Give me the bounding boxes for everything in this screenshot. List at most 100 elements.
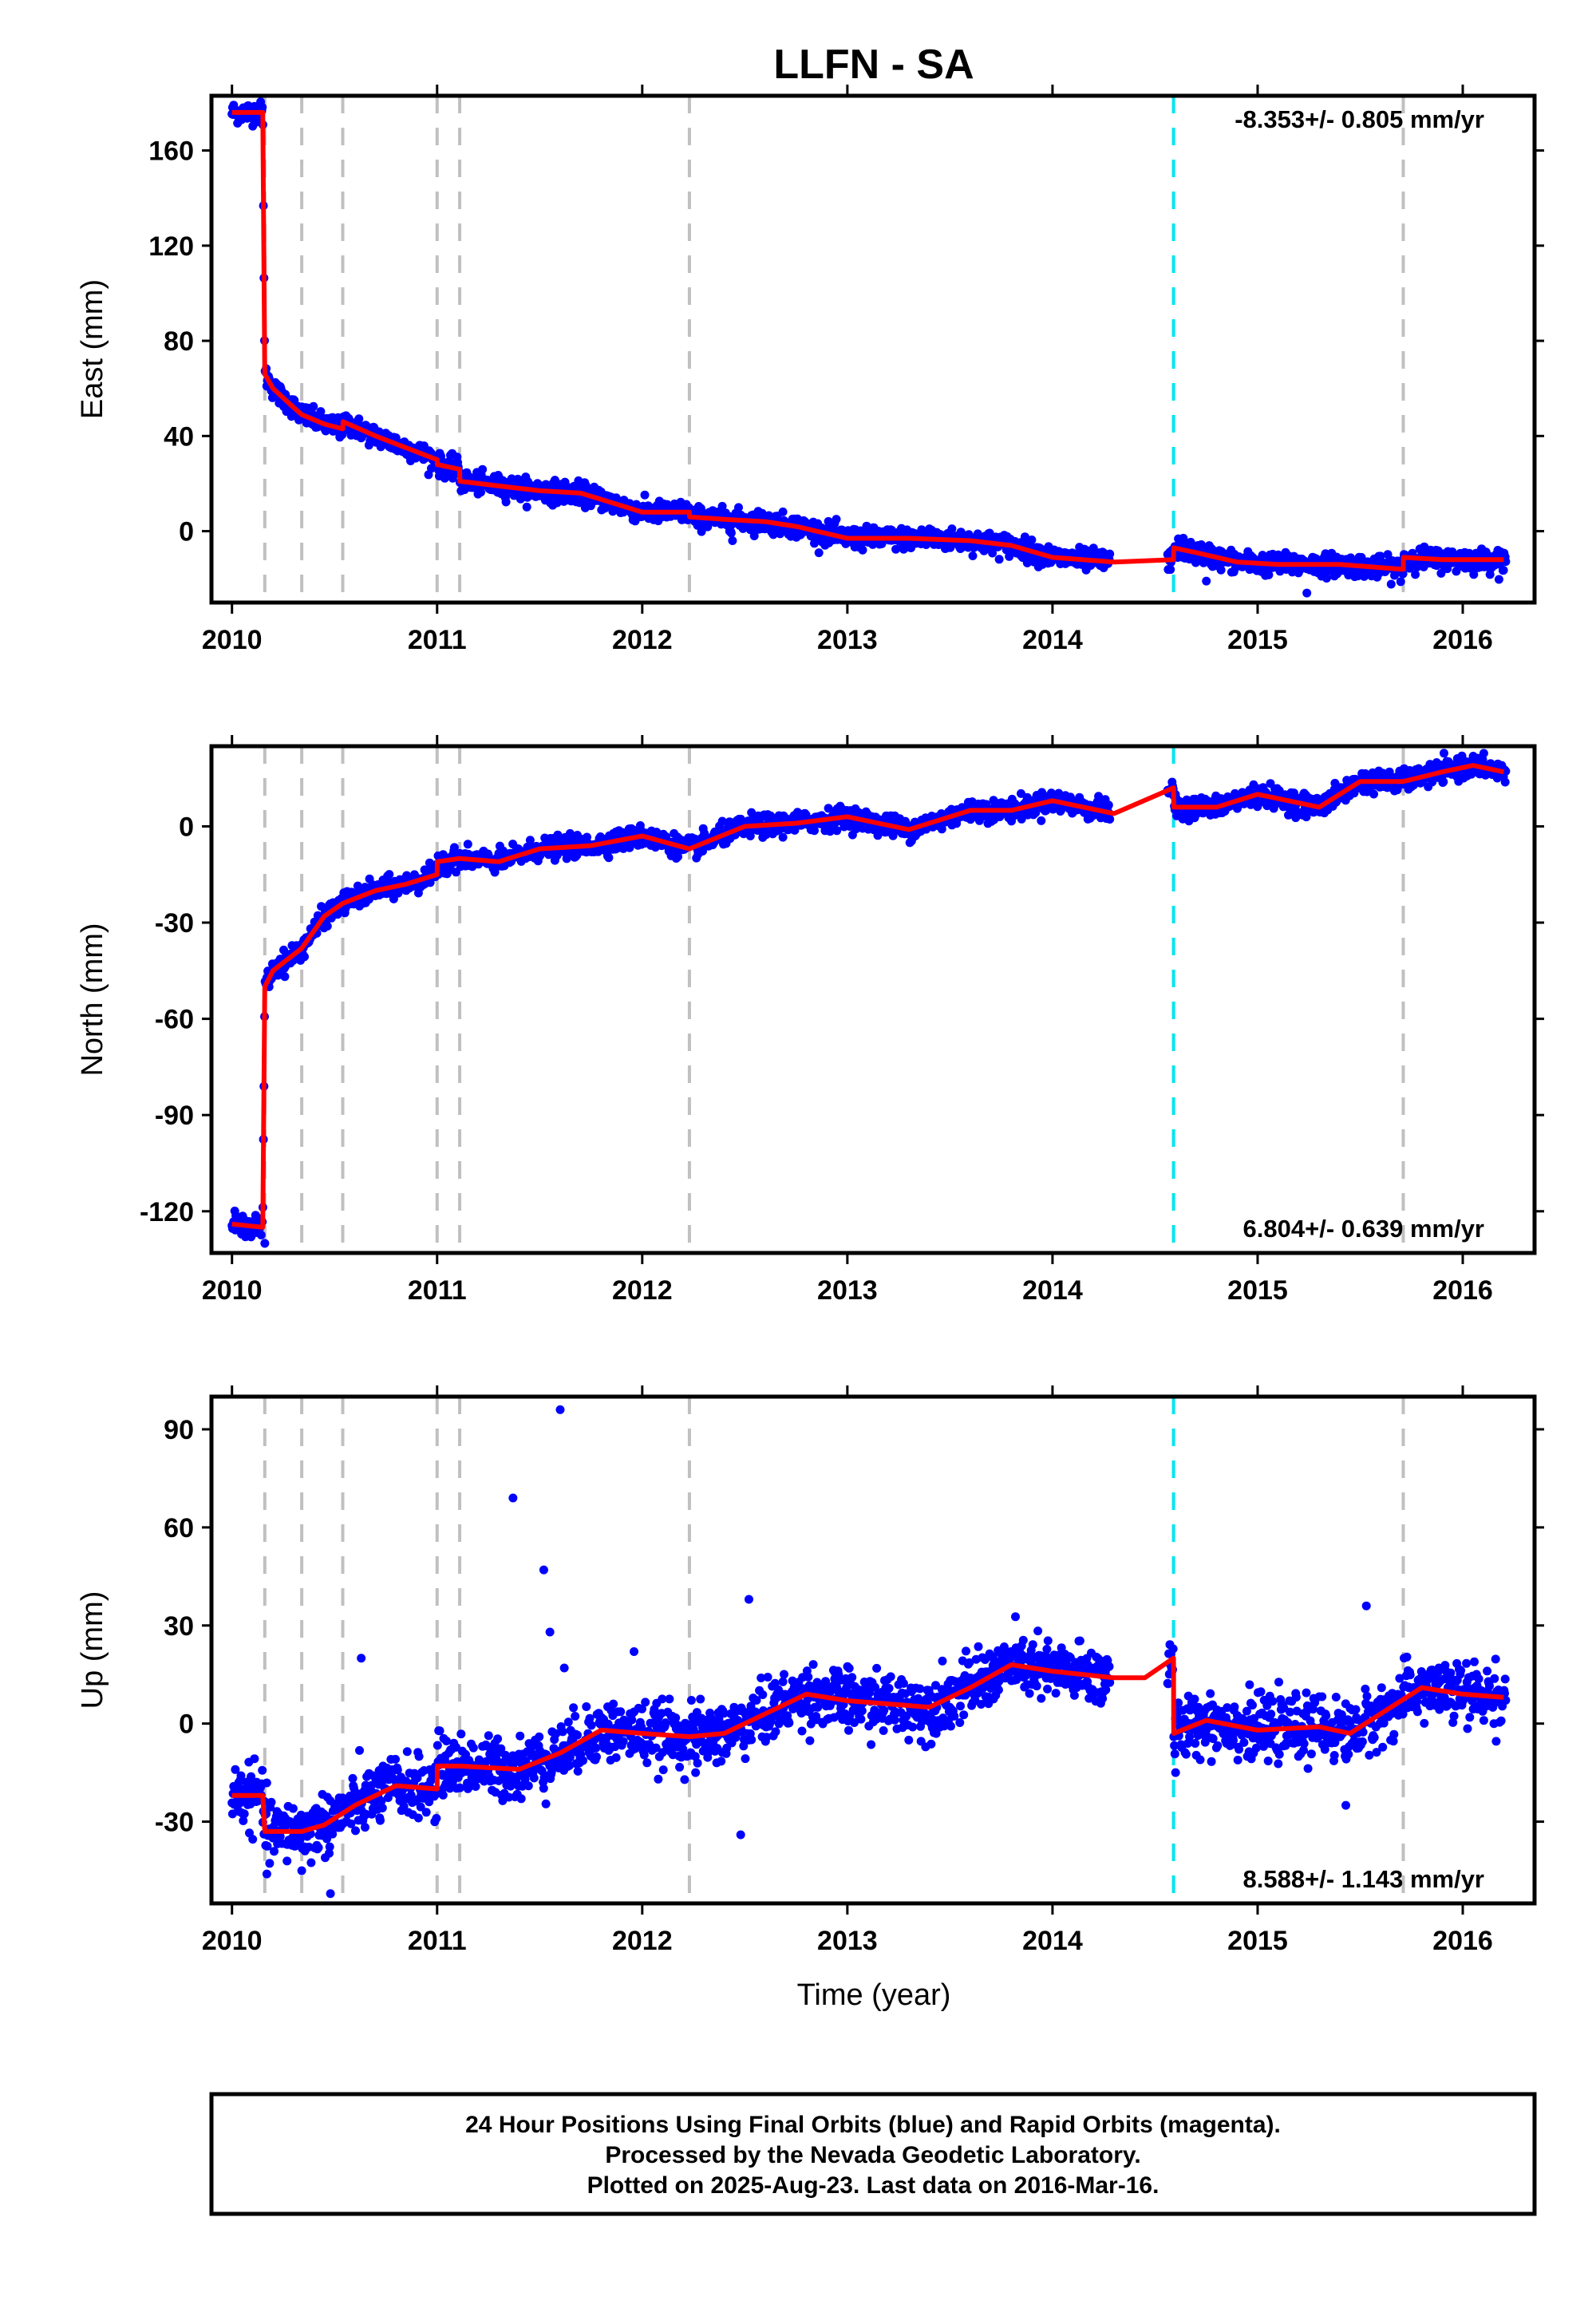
observation-point	[1452, 567, 1461, 576]
observation-point	[351, 1826, 360, 1836]
observation-point	[761, 830, 771, 840]
observation-point	[1386, 579, 1396, 589]
observation-point	[402, 1747, 412, 1757]
outlier-point	[925, 524, 934, 534]
observation-point	[448, 473, 457, 483]
observation-point	[604, 853, 614, 863]
observation-point	[282, 1856, 292, 1866]
y-tick-label: 0	[179, 517, 194, 547]
observation-point	[258, 102, 267, 112]
observation-point	[1479, 749, 1488, 758]
x-tick-label: 2014	[1022, 625, 1083, 655]
observation-point	[1369, 789, 1378, 799]
x-tick-label: 2015	[1227, 625, 1288, 655]
observation-point	[1166, 565, 1175, 575]
observation-point	[250, 1754, 259, 1764]
observation-point	[674, 852, 682, 861]
observation-point	[306, 1858, 316, 1867]
observation-point	[481, 1740, 491, 1749]
observation-point	[516, 1731, 525, 1741]
y-tick-label: 40	[164, 421, 194, 452]
observation-point	[824, 804, 833, 813]
x-tick-label: 2014	[1022, 1275, 1083, 1306]
observation-point	[399, 1801, 409, 1811]
observation-point	[717, 816, 727, 826]
observation-point	[262, 1778, 271, 1788]
model-line	[231, 109, 1504, 572]
observation-point	[1494, 575, 1503, 584]
y-axis-label: North (mm)	[76, 923, 109, 1076]
observation-point	[295, 1836, 305, 1845]
observation-point	[778, 507, 788, 516]
observation-point	[288, 1804, 298, 1813]
x-tick-label: 2011	[408, 625, 467, 655]
observation-point	[468, 1743, 478, 1753]
observation-point	[814, 548, 824, 558]
observation-point	[1383, 550, 1393, 559]
observation-point	[968, 551, 978, 560]
x-tick-label: 2016	[1432, 1275, 1493, 1306]
x-tick-label: 2013	[817, 625, 878, 655]
observation-point	[270, 1847, 279, 1856]
x-tick-label: 2012	[612, 1275, 673, 1306]
observation-point	[1027, 536, 1037, 544]
observation-point	[325, 1842, 334, 1852]
observation-point	[463, 840, 472, 849]
observation-point	[1037, 816, 1046, 825]
outlier-point	[260, 1239, 270, 1248]
observation-point	[346, 1819, 356, 1828]
y-tick-label: 120	[148, 231, 194, 262]
observation-point	[433, 1741, 442, 1750]
observation-point	[239, 1816, 248, 1825]
x-tick-label: 2010	[202, 1275, 263, 1306]
observation-point	[525, 836, 535, 845]
observation-point	[414, 1752, 424, 1761]
observation-point	[456, 1729, 466, 1739]
observation-point	[377, 1796, 386, 1806]
y-tick-label: 80	[164, 326, 194, 357]
observation-point	[1501, 766, 1511, 776]
x-tick-label: 2015	[1227, 1275, 1288, 1306]
observation-point	[527, 1742, 536, 1752]
plot-frame	[209, 744, 1537, 1255]
observation-point	[300, 952, 309, 962]
y-tick-label: -120	[140, 1197, 194, 1227]
x-tick-label: 2010	[202, 625, 263, 655]
outlier-point	[1302, 588, 1312, 598]
observation-point	[280, 972, 290, 982]
plot-area	[227, 96, 1511, 603]
observation-point	[354, 414, 364, 424]
observation-point	[523, 1781, 533, 1791]
observation-point	[1411, 570, 1420, 579]
observation-point	[529, 1773, 539, 1783]
observation-point	[988, 548, 998, 558]
observation-point	[640, 490, 650, 500]
y-tick-label: -30	[155, 908, 194, 939]
x-tick-label: 2013	[817, 1275, 878, 1306]
x-tick-label: 2016	[1432, 625, 1493, 655]
observation-point	[1439, 777, 1448, 787]
observation-point	[516, 1794, 526, 1804]
observation-point	[239, 1809, 249, 1819]
observation-point	[1105, 549, 1115, 559]
observation-points	[227, 1405, 1511, 1899]
observation-point	[1022, 558, 1032, 567]
observation-point	[832, 515, 841, 524]
observation-point	[858, 545, 867, 555]
observation-point	[778, 832, 788, 842]
observation-point	[471, 1782, 480, 1791]
outlier-point	[728, 536, 737, 545]
observation-point	[265, 1859, 275, 1868]
observation-point	[325, 1848, 334, 1858]
observation-point	[698, 847, 707, 856]
x-tick-label: 2011	[408, 1275, 467, 1306]
observation-point	[496, 1744, 506, 1753]
observation-point	[316, 407, 326, 417]
observation-point	[1264, 570, 1274, 579]
plot-frame	[209, 93, 1537, 605]
observation-point	[393, 1765, 402, 1775]
observation-point	[355, 1745, 364, 1755]
